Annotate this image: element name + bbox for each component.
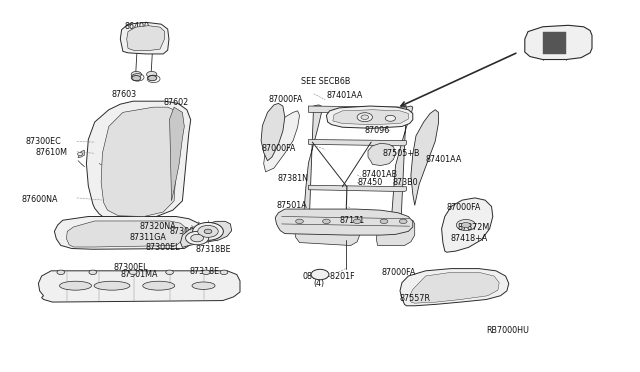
Circle shape [131, 71, 141, 77]
Text: 87096: 87096 [365, 126, 390, 135]
Circle shape [89, 270, 97, 275]
Circle shape [385, 115, 396, 121]
Polygon shape [180, 221, 232, 247]
Circle shape [132, 76, 141, 81]
Polygon shape [261, 103, 285, 161]
Polygon shape [392, 106, 413, 243]
Text: 87320NA: 87320NA [140, 222, 176, 231]
Text: 87418+A: 87418+A [451, 234, 488, 243]
Text: 87000FA: 87000FA [381, 268, 416, 277]
Text: 87557R: 87557R [399, 294, 430, 303]
Polygon shape [264, 111, 300, 172]
Circle shape [399, 219, 407, 224]
Text: 87501A: 87501A [276, 201, 307, 210]
Ellipse shape [60, 281, 92, 290]
Polygon shape [170, 107, 184, 201]
Text: 87300MA: 87300MA [170, 227, 207, 236]
Circle shape [311, 269, 329, 280]
Text: 87600NA: 87600NA [21, 195, 58, 203]
Polygon shape [411, 110, 438, 205]
Circle shape [461, 222, 470, 228]
Circle shape [204, 229, 212, 234]
Polygon shape [78, 150, 84, 158]
Text: 87311GA: 87311GA [129, 233, 166, 242]
Text: 873B0: 873B0 [393, 178, 419, 187]
Polygon shape [275, 209, 413, 235]
Text: 08156-8201F: 08156-8201F [302, 272, 355, 280]
Circle shape [186, 231, 209, 245]
Circle shape [357, 113, 372, 122]
Text: 87300EC: 87300EC [26, 137, 61, 146]
Polygon shape [38, 271, 240, 302]
Text: 87401AA: 87401AA [326, 92, 363, 100]
Text: 87300EL: 87300EL [114, 263, 148, 272]
Ellipse shape [94, 281, 130, 290]
Polygon shape [86, 101, 191, 220]
Circle shape [148, 76, 157, 81]
Polygon shape [304, 105, 321, 242]
Polygon shape [333, 110, 408, 125]
Polygon shape [400, 269, 509, 306]
Text: 87318BE: 87318BE [195, 245, 231, 254]
Text: 87318E: 87318E [189, 267, 220, 276]
Polygon shape [294, 221, 360, 246]
Text: 87505+B: 87505+B [383, 149, 420, 158]
Text: 87381N: 87381N [277, 174, 308, 183]
Text: 87603: 87603 [112, 90, 137, 99]
Text: SEE SECB6B: SEE SECB6B [301, 77, 350, 86]
Polygon shape [67, 221, 187, 247]
Text: (4): (4) [314, 279, 324, 288]
Polygon shape [308, 185, 406, 192]
Circle shape [166, 270, 173, 275]
Text: 87401AB: 87401AB [362, 170, 397, 179]
Polygon shape [525, 25, 592, 60]
Text: 87602: 87602 [163, 98, 188, 107]
Text: 86400: 86400 [125, 22, 150, 31]
Text: 87300EL: 87300EL [146, 243, 180, 252]
Text: 87610M: 87610M [35, 148, 67, 157]
Polygon shape [127, 26, 164, 51]
Text: 87301MA: 87301MA [120, 270, 158, 279]
Text: 87171: 87171 [339, 216, 364, 225]
Circle shape [129, 270, 137, 275]
Circle shape [147, 71, 157, 77]
Circle shape [202, 270, 210, 275]
Circle shape [296, 219, 303, 224]
Circle shape [220, 270, 228, 275]
Circle shape [456, 219, 476, 231]
Polygon shape [368, 143, 396, 166]
Circle shape [198, 225, 218, 237]
Text: RB7000HU: RB7000HU [486, 326, 529, 335]
Text: 87000FA: 87000FA [447, 203, 481, 212]
Text: 87000FA: 87000FA [269, 95, 303, 104]
Polygon shape [54, 217, 202, 249]
Ellipse shape [192, 282, 215, 289]
Polygon shape [442, 198, 493, 252]
Polygon shape [101, 107, 179, 217]
Polygon shape [543, 32, 566, 54]
Text: B: B [317, 272, 323, 277]
Text: 87872M: 87872M [458, 223, 490, 232]
Polygon shape [376, 220, 415, 246]
Text: 87000FA: 87000FA [261, 144, 296, 153]
Circle shape [353, 219, 361, 224]
Polygon shape [410, 272, 499, 303]
Circle shape [323, 219, 330, 224]
Circle shape [77, 153, 83, 155]
Text: 87401AA: 87401AA [426, 155, 462, 164]
Text: 87450: 87450 [357, 178, 382, 187]
Circle shape [361, 115, 369, 119]
Polygon shape [326, 106, 413, 128]
Circle shape [57, 270, 65, 275]
Polygon shape [120, 22, 169, 54]
Polygon shape [308, 106, 406, 113]
Ellipse shape [143, 281, 175, 290]
Circle shape [380, 219, 388, 224]
Circle shape [191, 234, 204, 242]
Polygon shape [308, 140, 406, 146]
Circle shape [193, 222, 223, 240]
